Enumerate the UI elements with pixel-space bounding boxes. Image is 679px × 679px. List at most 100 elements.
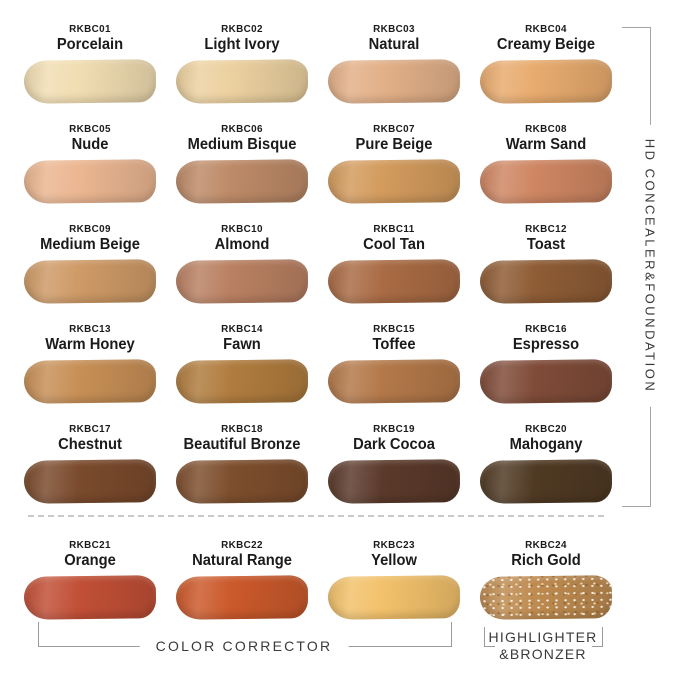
- swatch-grid-corrector-bronzer: RKBC21 Orange RKBC22 Natural Range RKBC2…: [14, 536, 622, 636]
- swatch-name: Natural Range: [192, 552, 292, 569]
- swatch-color-smear: [327, 459, 461, 504]
- swatch-color-smear: [23, 575, 157, 620]
- swatch-color-smear: [23, 459, 157, 504]
- swatch-color-smear: [175, 59, 309, 104]
- swatch-code: RKBC14: [221, 323, 263, 335]
- swatch-color-smear: [479, 159, 613, 204]
- swatch-color-smear: [175, 259, 309, 304]
- swatch-cell: RKBC11 Cool Tan: [318, 220, 470, 320]
- swatch-cell: RKBC10 Almond: [166, 220, 318, 320]
- swatch-code: RKBC03: [373, 23, 415, 35]
- swatch-code: RKBC02: [221, 23, 263, 35]
- swatch-name: Medium Bisque: [187, 136, 297, 153]
- swatch-color-smear: [479, 459, 613, 504]
- highlighter-label-line1: HIGHLIGHTER: [488, 629, 598, 645]
- swatch-name: Mahogany: [509, 436, 583, 453]
- swatch-cell: RKBC15 Toffee: [318, 320, 470, 420]
- swatch-color-smear: [23, 159, 157, 204]
- swatch-code: RKBC08: [525, 123, 567, 135]
- swatch-name: Pure Beige: [355, 136, 433, 153]
- swatch-color-smear: [479, 359, 613, 404]
- swatch-cell: RKBC18 Beautiful Bronze: [166, 420, 318, 520]
- swatch-color-smear: [479, 259, 613, 304]
- swatch-code: RKBC11: [373, 223, 415, 235]
- hd-concealer-foundation-label: HD CONCEALER&FOUNDATION: [642, 124, 658, 408]
- swatch-cell: RKBC22 Natural Range: [166, 536, 318, 636]
- swatch-name: Medium Beige: [40, 236, 140, 253]
- swatch-name: Fawn: [223, 336, 261, 353]
- swatch-code: RKBC09: [69, 223, 111, 235]
- swatch-name: Creamy Beige: [496, 36, 596, 53]
- swatch-code: RKBC22: [221, 539, 263, 551]
- color-corrector-label: COLOR CORRECTOR: [139, 638, 349, 654]
- swatch-color-smear: [327, 259, 461, 304]
- swatch-code: RKBC13: [69, 323, 111, 335]
- category-divider-dashed: [28, 515, 604, 517]
- swatch-name: Warm Honey: [45, 336, 135, 353]
- swatch-code: RKBC04: [525, 23, 567, 35]
- swatch-code: RKBC06: [221, 123, 263, 135]
- swatch-cell: RKBC12 Toast: [470, 220, 622, 320]
- swatch-cell: RKBC09 Medium Beige: [14, 220, 166, 320]
- swatch-color-smear: [23, 59, 157, 104]
- swatch-cell: RKBC20 Mahogany: [470, 420, 622, 520]
- swatch-name: Light Ivory: [204, 36, 280, 53]
- swatch-code: RKBC05: [69, 123, 111, 135]
- swatch-name: Toffee: [372, 336, 416, 353]
- swatch-color-smear: [175, 159, 309, 204]
- swatch-code: RKBC20: [525, 423, 567, 435]
- swatch-code: RKBC01: [69, 23, 111, 35]
- swatch-code: RKBC18: [221, 423, 263, 435]
- swatch-cell: RKBC14 Fawn: [166, 320, 318, 420]
- swatch-color-smear: [327, 59, 461, 104]
- swatch-code: RKBC15: [373, 323, 415, 335]
- swatch-code: RKBC12: [525, 223, 567, 235]
- swatch-cell: RKBC03 Natural: [318, 20, 470, 120]
- highlighter-bronzer-bracket-left: [484, 627, 495, 647]
- swatch-name: Warm Sand: [505, 136, 587, 153]
- swatch-name: Cool Tan: [363, 236, 425, 253]
- swatch-code: RKBC24: [525, 539, 567, 551]
- swatch-cell: RKBC23 Yellow: [318, 536, 470, 636]
- swatch-color-smear: [479, 59, 613, 104]
- swatch-code: RKBC21: [69, 539, 111, 551]
- swatch-grid-concealer-foundation: RKBC01 Porcelain RKBC02 Light Ivory RKBC…: [14, 20, 622, 520]
- swatch-code: RKBC16: [525, 323, 567, 335]
- swatch-name: Nude: [71, 136, 109, 153]
- swatch-code: RKBC07: [373, 123, 415, 135]
- swatch-color-smear: [175, 359, 309, 404]
- swatch-code: RKBC10: [221, 223, 263, 235]
- highlighter-label-line2: &BRONZER: [499, 646, 587, 662]
- swatch-cell: RKBC04 Creamy Beige: [470, 20, 622, 120]
- swatch-name: Yellow: [371, 552, 417, 569]
- swatch-code: RKBC17: [69, 423, 111, 435]
- swatch-cell: RKBC24 Rich Gold: [470, 536, 622, 636]
- swatch-color-smear: [23, 359, 157, 404]
- swatch-cell: RKBC06 Medium Bisque: [166, 120, 318, 220]
- swatch-cell: RKBC19 Dark Cocoa: [318, 420, 470, 520]
- swatch-cell: RKBC16 Espresso: [470, 320, 622, 420]
- swatch-color-smear: [175, 459, 309, 504]
- swatch-cell: RKBC13 Warm Honey: [14, 320, 166, 420]
- swatch-name: Beautiful Bronze: [183, 436, 301, 453]
- swatch-name: Dark Cocoa: [353, 436, 435, 453]
- swatch-name: Rich Gold: [511, 552, 581, 569]
- swatch-name: Toast: [526, 236, 566, 253]
- swatch-name: Natural: [368, 36, 420, 53]
- swatch-cell: RKBC17 Chestnut: [14, 420, 166, 520]
- swatch-cell: RKBC01 Porcelain: [14, 20, 166, 120]
- swatch-code: RKBC19: [373, 423, 415, 435]
- swatch-name: Almond: [214, 236, 270, 253]
- swatch-name: Orange: [64, 552, 116, 569]
- swatch-color-smear: [327, 359, 461, 404]
- swatch-cell: RKBC05 Nude: [14, 120, 166, 220]
- swatch-color-smear: [327, 575, 461, 620]
- swatch-cell: RKBC02 Light Ivory: [166, 20, 318, 120]
- swatch-color-smear: [23, 259, 157, 304]
- swatch-color-smear: [175, 575, 309, 620]
- swatch-cell: RKBC21 Orange: [14, 536, 166, 636]
- swatch-name: Chestnut: [58, 436, 122, 453]
- highlighter-bronzer-bracket-right: [592, 627, 603, 647]
- swatch-color-smear-shimmer: [479, 575, 613, 620]
